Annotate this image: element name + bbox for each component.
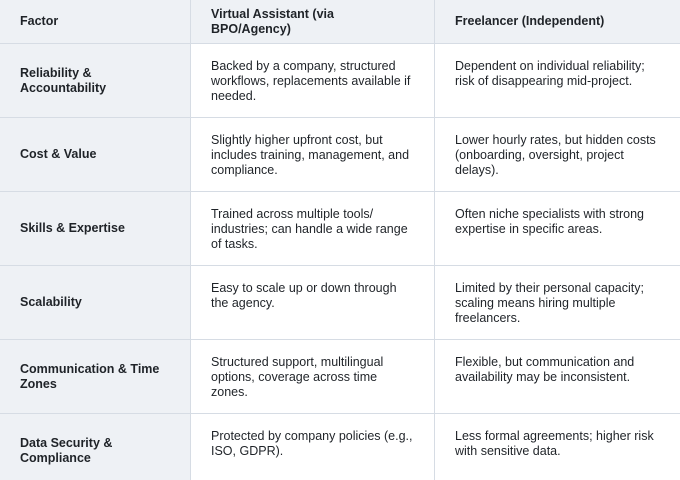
factor-cell: Skills & Expertise xyxy=(0,191,191,266)
factor-cell: Reliability & Accountability xyxy=(0,43,191,118)
table-row: Communication & Time Zones Structured sup… xyxy=(0,339,680,414)
table-cell: Slightly higher upfront cost, but includ… xyxy=(190,117,435,192)
table-cell: Dependent on individual reliability; ris… xyxy=(434,43,680,118)
table-row: Scalability Easy to scale up or down thro… xyxy=(0,265,680,340)
table-cell: Protected by company policies (e.g., ISO… xyxy=(190,413,435,480)
factor-cell: Scalability xyxy=(0,265,191,340)
header-cell: Freelancer (Independent) xyxy=(434,0,680,44)
table-cell: Limited by their personal capacity; scal… xyxy=(434,265,680,340)
table-row: Reliability & Accountability Backed by a … xyxy=(0,43,680,118)
header-row: Factor Virtual Assistant (via BPO/Agency)… xyxy=(0,0,680,44)
table-cell: Flexible, but communication and availabi… xyxy=(434,339,680,414)
table-cell: Easy to scale up or down through the age… xyxy=(190,265,435,340)
header-cell: Factor xyxy=(0,0,191,44)
factor-cell: Communication & Time Zones xyxy=(0,339,191,414)
table-row: Skills & Expertise Trained across multipl… xyxy=(0,191,680,266)
table-row: Cost & Value Slightly higher upfront cost… xyxy=(0,117,680,192)
table-cell: Less formal agreements; higher risk with… xyxy=(434,413,680,480)
table-row: Data Security & Compliance Protected by c… xyxy=(0,413,680,480)
factor-cell: Data Security & Compliance xyxy=(0,413,191,480)
table-cell: Often niche specialists with strong expe… xyxy=(434,191,680,266)
table-cell: Trained across multiple tools/ industrie… xyxy=(190,191,435,266)
table-cell: Backed by a company, structured workflow… xyxy=(190,43,435,118)
table-cell: Structured support, multilingual options… xyxy=(190,339,435,414)
table-cell: Lower hourly rates, but hidden costs (on… xyxy=(434,117,680,192)
factor-cell: Cost & Value xyxy=(0,117,191,192)
header-cell: Virtual Assistant (via BPO/Agency) xyxy=(190,0,435,44)
